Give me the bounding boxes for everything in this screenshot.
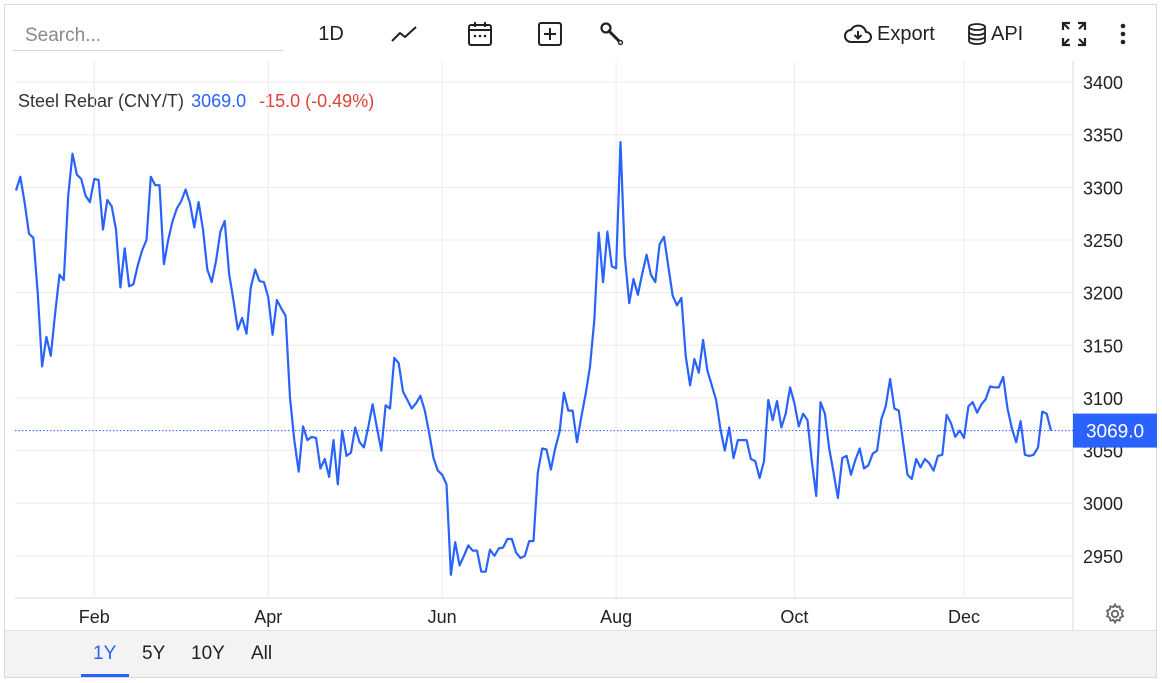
chart-widget: 1D Export	[4, 4, 1157, 678]
add-indicator-icon	[537, 21, 563, 47]
x-tick-label: Jun	[428, 607, 457, 627]
more-button[interactable]	[1113, 19, 1133, 49]
active-range-indicator	[81, 674, 129, 677]
x-tick-label: Apr	[254, 607, 282, 627]
add-indicator-button[interactable]	[533, 19, 567, 49]
price-chart[interactable]: 2950300030503100315032003250330033503400…	[5, 5, 1158, 633]
fullscreen-button[interactable]	[1059, 19, 1089, 49]
x-tick-label: Feb	[79, 607, 110, 627]
last-price-tag-label: 3069.0	[1086, 422, 1144, 443]
y-tick-label: 3150	[1083, 336, 1123, 356]
legend-change: -15.0 (-0.49%)	[259, 91, 375, 111]
export-label: Export	[877, 22, 935, 45]
line-chart-icon	[390, 24, 418, 44]
range-1y[interactable]: 1Y	[93, 643, 117, 664]
x-tick-label: Oct	[780, 607, 808, 627]
interval-label: 1D	[318, 22, 344, 45]
calendar-icon	[467, 21, 493, 47]
y-tick-label: 3000	[1083, 494, 1123, 514]
fullscreen-icon	[1061, 21, 1087, 47]
export-button[interactable]: Export	[843, 19, 941, 49]
interval-button[interactable]: 1D	[311, 19, 351, 49]
tools-button[interactable]	[595, 19, 629, 49]
legend-last-value: 3069.0	[191, 91, 247, 111]
search-input[interactable]	[13, 21, 283, 51]
chart-type-button[interactable]	[387, 19, 421, 49]
range-selector: 1Y 5Y 10Y All	[5, 630, 1156, 677]
y-tick-label: 3350	[1083, 126, 1123, 146]
api-button[interactable]: API	[967, 19, 1029, 49]
y-tick-label: 3200	[1083, 284, 1123, 304]
wrench-icon	[599, 21, 625, 47]
gear-icon	[1103, 602, 1127, 630]
last-price-tag	[1073, 413, 1157, 448]
y-tick-label: 2950	[1083, 547, 1123, 567]
y-tick-label: 3250	[1083, 231, 1123, 251]
range-5y[interactable]: 5Y	[142, 643, 166, 664]
range-all[interactable]: All	[251, 643, 273, 664]
range-10y[interactable]: 10Y	[191, 643, 225, 664]
cloud-download-icon	[843, 23, 873, 45]
y-tick-label: 3100	[1083, 389, 1123, 409]
toolbar: 1D Export	[5, 5, 1156, 61]
y-tick-label: 3400	[1083, 73, 1123, 93]
x-tick-label: Dec	[948, 607, 980, 627]
chart-settings-button[interactable]	[1103, 602, 1127, 631]
x-tick-label: Aug	[600, 607, 632, 627]
y-tick-label: 3300	[1083, 178, 1123, 198]
price-series-line	[14, 141, 1053, 576]
api-label: API	[991, 22, 1024, 45]
date-range-button[interactable]	[463, 19, 497, 49]
more-vertical-icon	[1119, 22, 1127, 46]
chart-legend: Steel Rebar (CNY/T) 3069.0 -15.0 (-0.49%…	[18, 91, 374, 112]
legend-series-name: Steel Rebar (CNY/T)	[18, 91, 185, 111]
database-icon	[967, 22, 987, 46]
